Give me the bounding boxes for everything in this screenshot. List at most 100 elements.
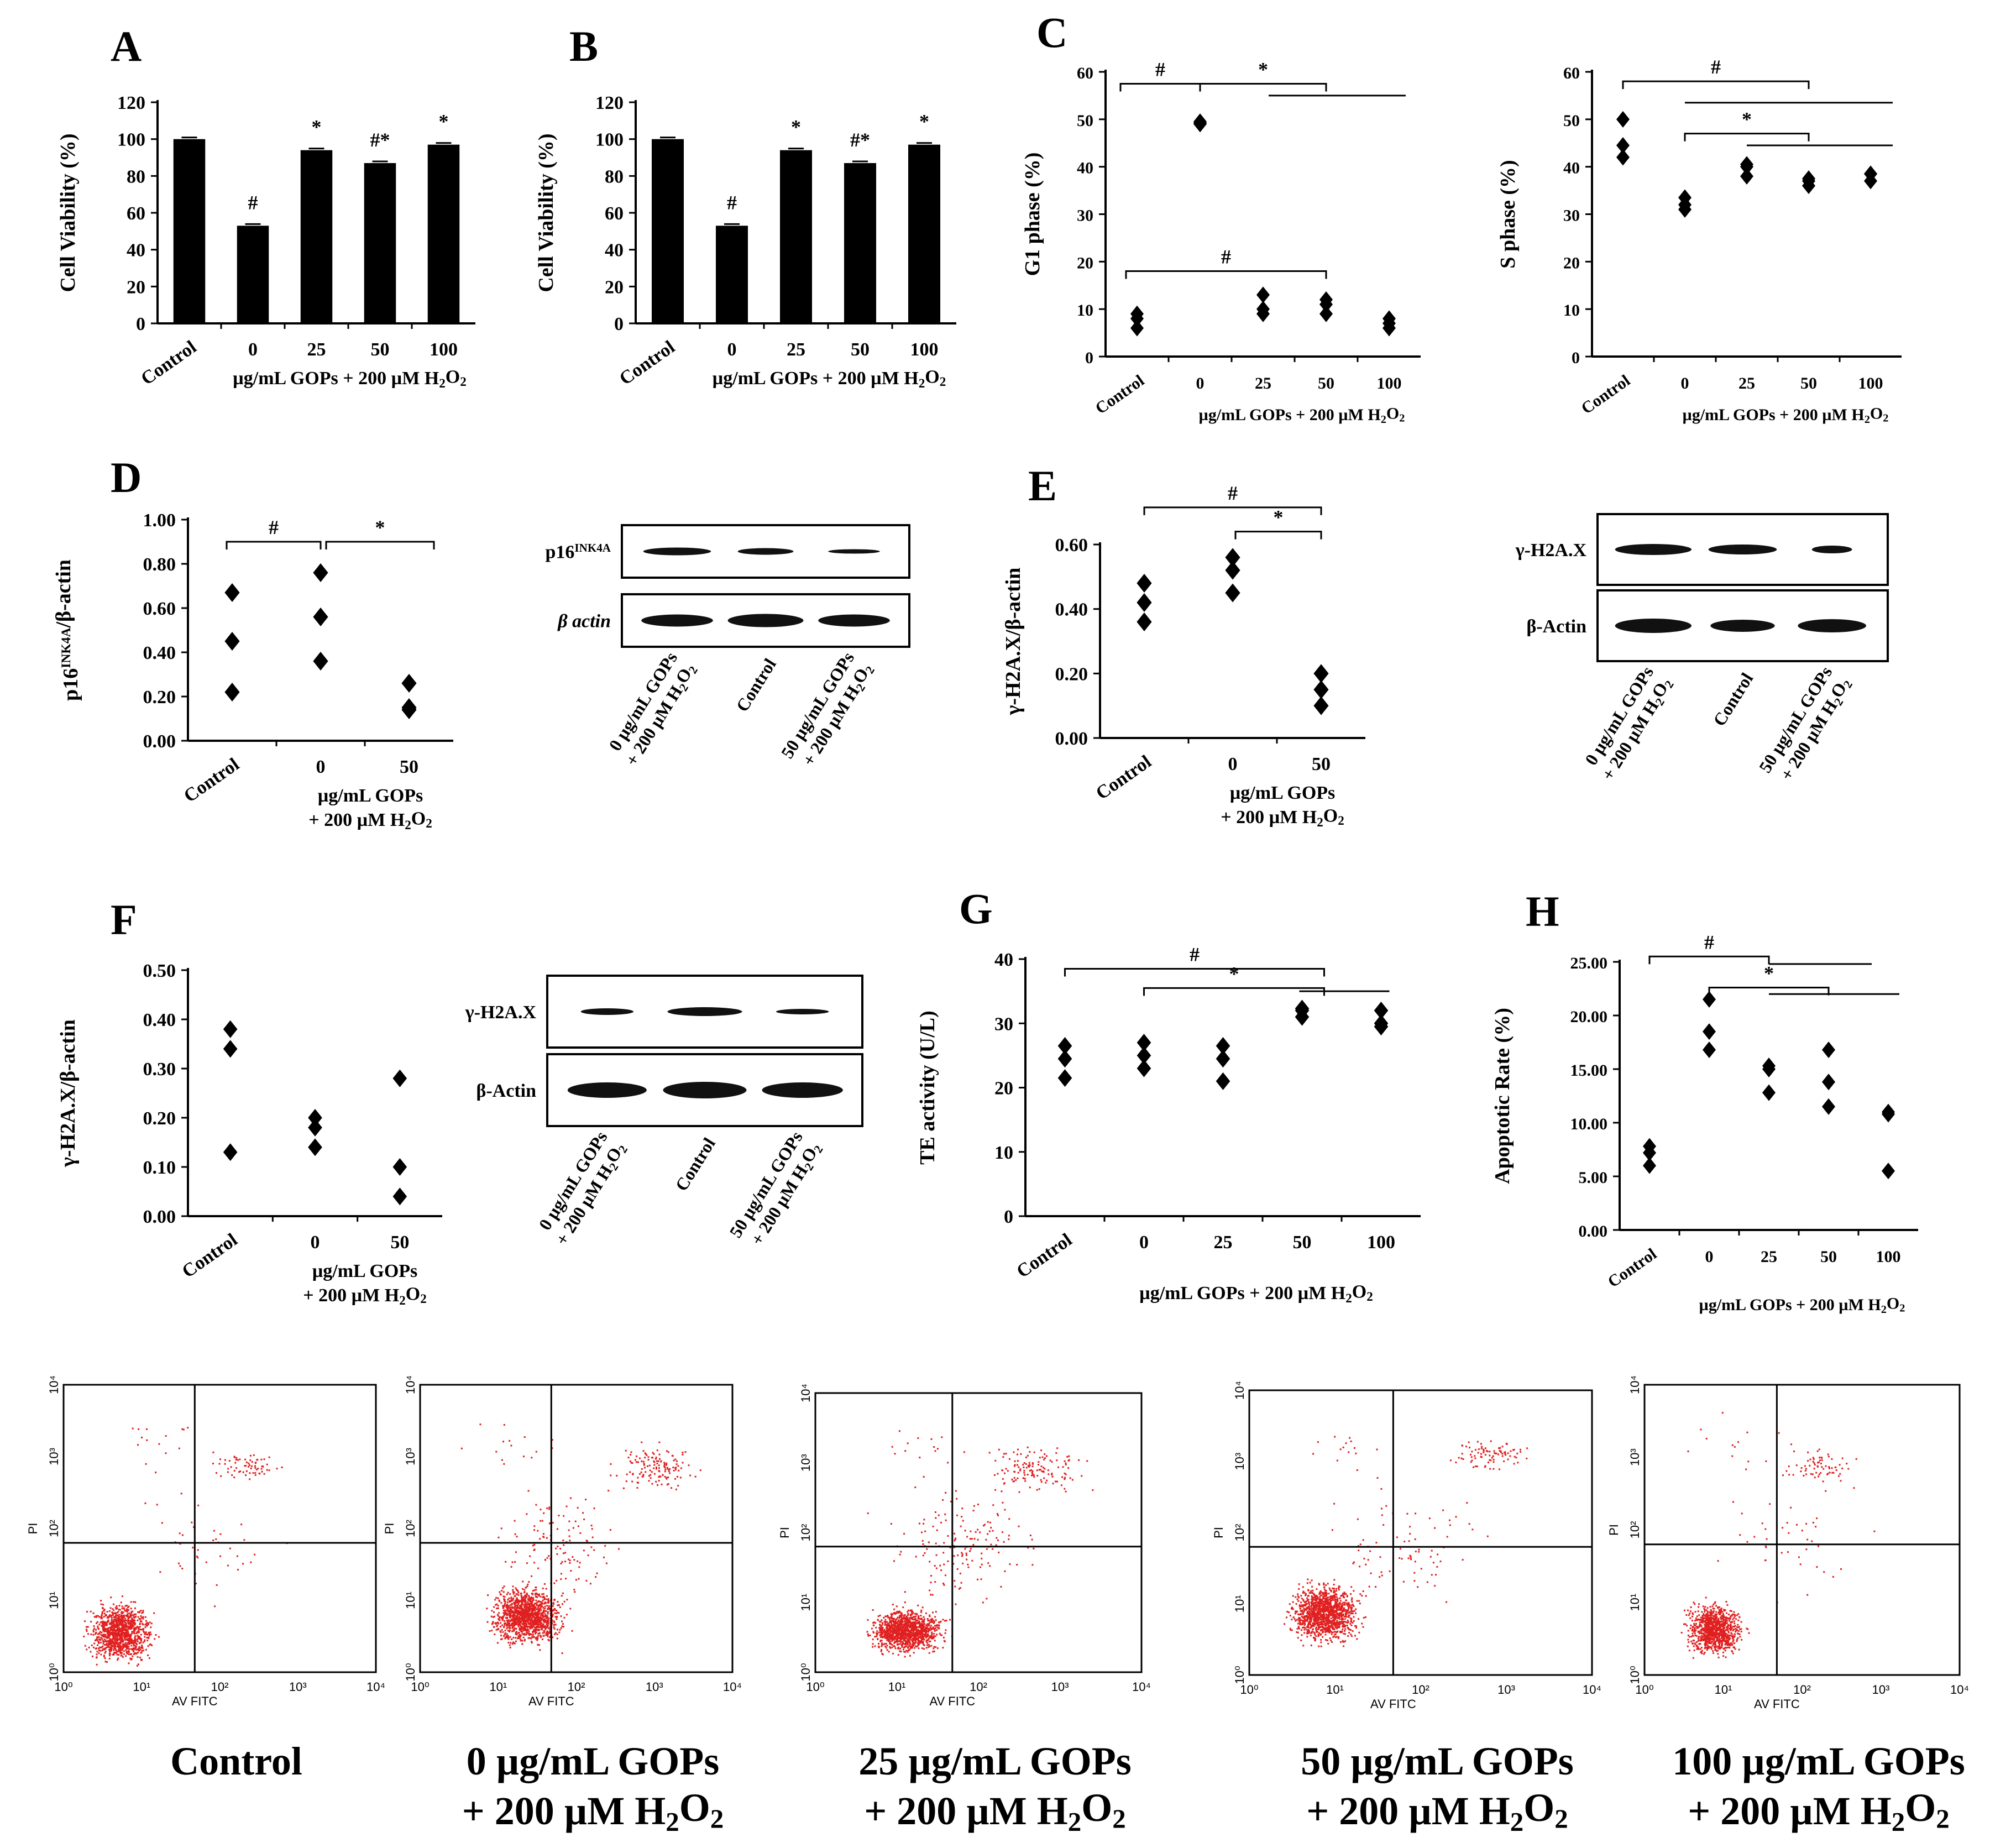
flow-dot: [130, 1612, 133, 1614]
flow-dot: [113, 1635, 115, 1637]
flow-dot: [113, 1649, 115, 1651]
flow-dot: [486, 1608, 488, 1610]
flow-dot: [890, 1643, 892, 1645]
significance-label: *: [375, 516, 385, 538]
flow-dot: [1001, 1490, 1003, 1493]
flow-dot: [562, 1623, 564, 1625]
flow-dot: [905, 1640, 907, 1642]
flow-dot: [671, 1487, 673, 1489]
flow-dot: [926, 1626, 928, 1628]
flow-dot: [892, 1620, 894, 1622]
flow-dot: [496, 1614, 499, 1616]
flow-dot: [219, 1555, 222, 1557]
flow-dot: [1071, 1479, 1073, 1481]
x-tick-label: 100: [1858, 374, 1883, 392]
flow-dot: [956, 1514, 958, 1516]
flow-dot: [127, 1632, 129, 1634]
flow-dot: [98, 1636, 100, 1638]
flow-dot: [146, 1439, 148, 1441]
flow-dot: [897, 1628, 899, 1630]
flow-dot: [104, 1636, 106, 1638]
flow-dot: [112, 1608, 114, 1610]
flow-dot: [940, 1569, 942, 1571]
data-point-0: [1703, 991, 1716, 1008]
flow-dot: [132, 1647, 134, 1650]
flow-dot: [1017, 1477, 1019, 1479]
flow-dot: [133, 1632, 135, 1635]
flow-dot: [913, 1632, 915, 1635]
flow-dot: [123, 1650, 125, 1652]
flow-dot: [122, 1648, 124, 1650]
flow-dot: [105, 1628, 107, 1630]
flow-dot: [110, 1648, 112, 1650]
flow-dot: [91, 1655, 93, 1657]
flow-dot: [902, 1641, 904, 1643]
flow-dot: [501, 1638, 503, 1640]
flow-dot: [558, 1612, 560, 1614]
flow-dot: [898, 1619, 900, 1621]
flow-dot: [491, 1610, 493, 1612]
flow-dot: [1017, 1448, 1019, 1451]
flow-dot: [542, 1599, 544, 1601]
flow-dot: [120, 1630, 122, 1632]
flow-dot: [512, 1641, 515, 1643]
flow-dot: [149, 1631, 151, 1634]
flow-dot: [192, 1547, 194, 1549]
flow-dot: [118, 1627, 121, 1629]
flow-dot: [1336, 1614, 1338, 1616]
flow-dot: [503, 1424, 505, 1426]
flow-dot: [101, 1646, 103, 1648]
y-tick-label: 30: [994, 1014, 1013, 1034]
flow-dot: [935, 1624, 938, 1626]
flow-dot: [260, 1468, 263, 1470]
data-point-0: [1678, 189, 1692, 206]
flow-dot: [992, 1548, 994, 1550]
flow-dot: [532, 1590, 534, 1592]
flow-dot: [127, 1606, 129, 1609]
flow-dot: [132, 1650, 134, 1652]
flow-dot: [517, 1594, 520, 1596]
flow-dot: [904, 1651, 907, 1653]
flow-dot: [533, 1608, 535, 1610]
flow-dot: [507, 1621, 509, 1624]
flow-dot: [112, 1625, 114, 1627]
flow-dot: [148, 1657, 150, 1659]
flow-dot: [920, 1618, 923, 1620]
flow-dot: [524, 1594, 526, 1596]
flow-dot: [501, 1619, 504, 1621]
flow-dot: [504, 1600, 506, 1602]
flow-dot: [526, 1617, 528, 1620]
flow-dot: [542, 1595, 544, 1598]
flow-dot: [537, 1619, 540, 1621]
flow-dot: [914, 1627, 916, 1629]
flow-dot: [910, 1616, 912, 1619]
flow-dot: [657, 1460, 659, 1462]
flow-dot: [896, 1640, 898, 1642]
flow-dot: [113, 1609, 115, 1611]
flow-dot: [912, 1621, 914, 1624]
flow-dot: [134, 1620, 136, 1622]
flow-dot: [1000, 1585, 1002, 1588]
data-point-50: [1822, 1041, 1835, 1059]
significance-bracket: [1648, 955, 1770, 965]
flow-dot: [885, 1615, 887, 1617]
flow-dot: [543, 1626, 546, 1629]
flow-dot: [552, 1609, 554, 1611]
flow-dot: [525, 1587, 527, 1589]
flow-dot: [533, 1606, 536, 1608]
flow-dot: [528, 1625, 530, 1627]
flow-dot: [521, 1603, 523, 1605]
flow-dot: [912, 1638, 914, 1640]
flow-dot: [644, 1467, 646, 1469]
flow-dot: [918, 1634, 920, 1636]
flow-dot: [125, 1638, 128, 1640]
flow-dot: [135, 1645, 137, 1647]
flow-dot: [521, 1608, 523, 1610]
flow-dot: [879, 1636, 882, 1638]
flow-dot: [530, 1613, 532, 1615]
flow-dot: [506, 1624, 508, 1626]
flow-dot: [917, 1634, 919, 1636]
flow-dot: [224, 1463, 226, 1465]
x-tick-label: 100: [430, 339, 458, 360]
flow-dot: [509, 1620, 511, 1622]
